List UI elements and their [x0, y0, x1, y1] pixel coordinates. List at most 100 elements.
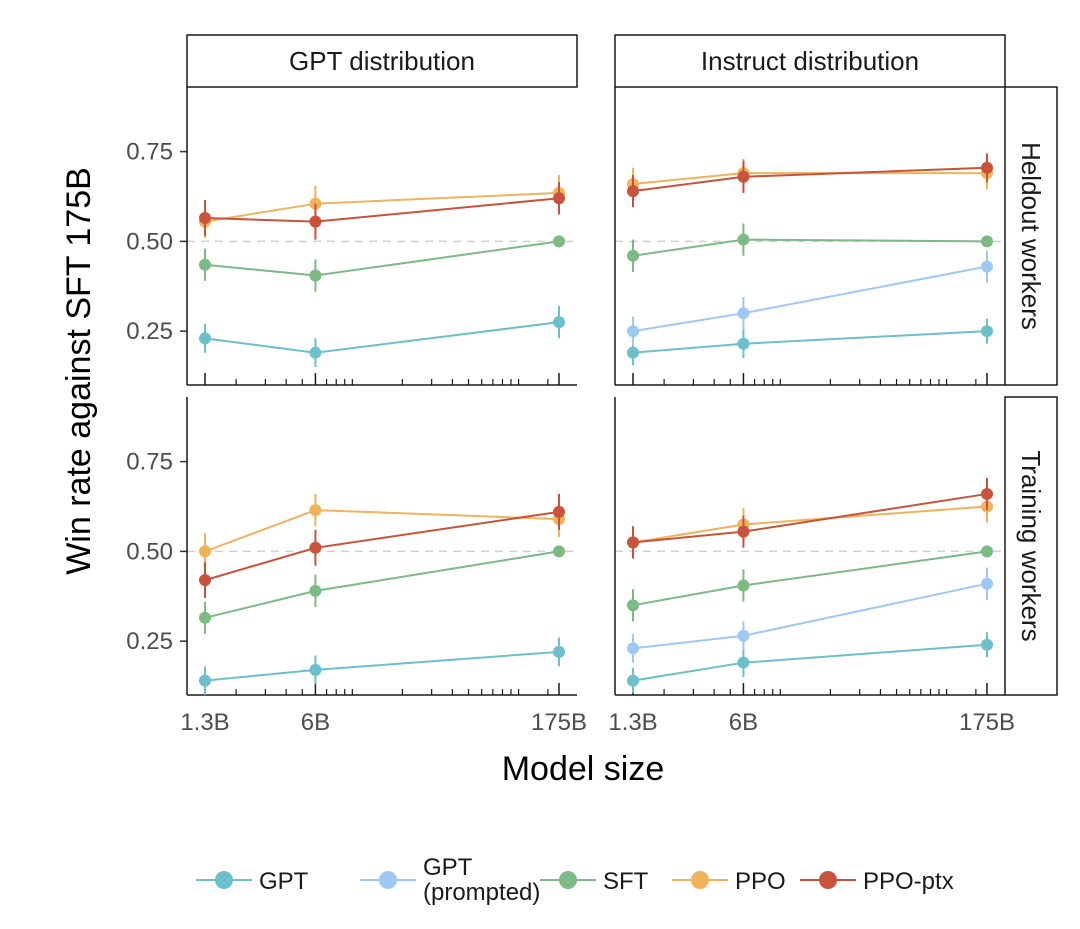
data-point: [199, 212, 211, 225]
data-point: [199, 674, 211, 687]
series-ppo: [199, 174, 565, 238]
series-ppo: [199, 493, 565, 570]
series-sft: [627, 545, 993, 622]
data-point: [199, 611, 211, 624]
data-point: [737, 656, 750, 669]
series-line: [204, 510, 560, 582]
data-point: [627, 674, 639, 687]
series-line: [204, 321, 560, 354]
strip-label: Instruct distribution: [701, 46, 919, 76]
data-point: [553, 235, 565, 248]
data-point: [737, 170, 750, 183]
series-gpt: [199, 306, 565, 368]
data-point: [737, 525, 750, 538]
data-point: [309, 215, 322, 228]
legend-marker: [819, 871, 837, 889]
data-point: [199, 258, 211, 271]
data-point: [737, 307, 750, 320]
panel-instruct-distribution-heldout-workers: [614, 87, 1005, 386]
x-tick-label: 175B: [531, 709, 587, 736]
series-line: [204, 197, 560, 223]
data-point: [981, 545, 993, 558]
data-point: [981, 487, 993, 500]
series-gpt: [627, 632, 993, 694]
legend-label: SFT: [603, 868, 649, 895]
legend-item-gpt-prompted: GPT(prompted): [360, 854, 540, 906]
data-point: [627, 185, 639, 198]
data-point: [737, 629, 750, 642]
series-sft: [199, 545, 565, 634]
series-line: [204, 240, 560, 277]
data-point: [309, 541, 322, 554]
x-tick-label: 175B: [959, 709, 1015, 736]
series-gpt-prompted: [627, 567, 993, 663]
x-tick-label: 6B: [729, 709, 758, 736]
strip-box: [186, 34, 578, 88]
strip-box: [614, 34, 1006, 88]
strip-label: GPT distribution: [289, 46, 475, 76]
data-point: [627, 642, 639, 655]
y-tick-label: 0.25: [126, 318, 173, 345]
panel-gpt-distribution-training-workers: [186, 397, 577, 696]
series-ppo-ptx: [627, 153, 993, 208]
data-point: [309, 346, 322, 359]
x-tick-label: 1.3B: [180, 709, 229, 736]
y-axis-title: Win rate against SFT 175B: [60, 167, 98, 575]
data-point: [737, 233, 750, 246]
data-point: [627, 599, 639, 612]
legend-item-ppo-ptx: PPO-ptx: [800, 868, 954, 895]
y-tick-label: 0.25: [126, 628, 173, 655]
series-line: [632, 643, 988, 682]
strip-gpt-distribution: GPT distribution: [186, 34, 578, 88]
data-point: [553, 316, 565, 329]
series-line: [632, 265, 988, 333]
data-point: [981, 235, 993, 248]
legend-item-sft: SFT: [540, 868, 649, 895]
data-point: [981, 260, 993, 273]
series-line: [204, 550, 560, 619]
data-point: [309, 584, 322, 597]
legend: GPT GPT(prompted) SFT PPO PPO-ptx: [196, 854, 954, 906]
data-point: [553, 505, 565, 518]
y-tick-label: 0.75: [126, 139, 173, 166]
data-point: [981, 161, 993, 174]
data-point: [627, 325, 639, 338]
legend-label: GPT: [259, 868, 309, 895]
data-point: [627, 346, 639, 359]
data-point: [737, 579, 750, 592]
y-tick-label: 0.75: [126, 449, 173, 476]
data-point: [627, 536, 639, 549]
series-line: [632, 330, 988, 354]
legend-label: (prompted): [423, 879, 540, 906]
data-point: [981, 325, 993, 338]
series-sft: [199, 235, 565, 292]
series-ppo: [627, 157, 993, 201]
data-point: [981, 577, 993, 590]
legend-item-ppo: PPO: [672, 868, 786, 895]
legend-label: PPO-ptx: [863, 868, 954, 895]
series-line: [204, 650, 560, 682]
data-point: [737, 337, 750, 350]
legend-label: PPO: [735, 868, 786, 895]
data-point: [553, 545, 565, 558]
data-point: [199, 545, 211, 558]
strip-heldout-workers: Heldout workers: [1004, 86, 1058, 386]
legend-marker: [379, 871, 397, 889]
legend-marker: [215, 871, 233, 889]
legend-marker: [559, 871, 577, 889]
data-point: [309, 504, 322, 517]
data-point: [553, 645, 565, 658]
strip-box: [1004, 86, 1058, 386]
series-ppo-ptx: [627, 477, 993, 559]
strip-label: Heldout workers: [1016, 142, 1046, 330]
series-gpt: [199, 637, 565, 695]
series-line: [204, 191, 560, 223]
legend-item-gpt: GPT: [196, 868, 309, 895]
data-point: [199, 332, 211, 345]
series-gpt-prompted: [627, 250, 993, 346]
data-point: [627, 249, 639, 262]
panel-gpt-distribution-heldout-workers: [186, 87, 577, 386]
data-point: [199, 574, 211, 587]
legend-marker: [691, 871, 709, 889]
